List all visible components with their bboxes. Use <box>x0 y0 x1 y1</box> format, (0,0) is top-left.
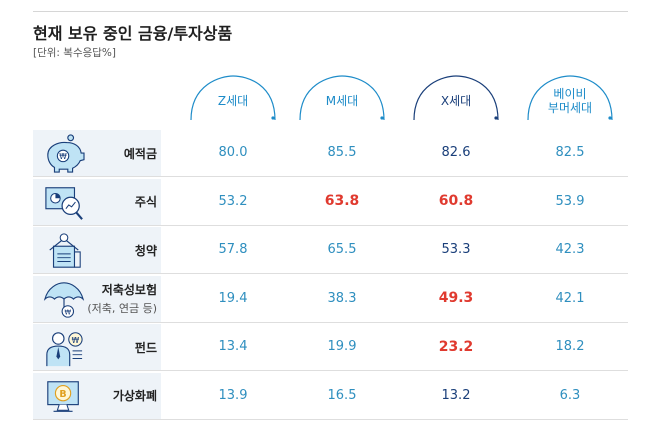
svg-text:₩: ₩ <box>59 152 67 161</box>
row-label: 저축성보험 (저축, 연금 등) <box>77 276 157 322</box>
column-header-label: X세대 <box>440 93 472 108</box>
row-divider <box>33 176 628 177</box>
product-name: 펀드 <box>134 340 157 355</box>
subscription-icon <box>49 233 81 268</box>
header-arc <box>413 75 499 121</box>
value-cell: 82.5 <box>555 145 585 160</box>
value-cell: 60.8 <box>438 193 474 209</box>
value-cell: 23.2 <box>438 338 474 355</box>
row-divider <box>33 321 628 323</box>
product-name: 주식 <box>134 195 157 209</box>
row-divider <box>33 273 628 274</box>
top-divider <box>33 11 628 12</box>
row-divider <box>33 224 628 226</box>
value-cell: 13.2 <box>441 387 471 403</box>
row-header-cell: ₩ 예적금 <box>33 130 161 176</box>
value-cell: 53.2 <box>218 193 248 209</box>
fund-manager-icon: ₩ <box>46 332 83 367</box>
page-title: 현재 보유 중인 금융/투자상품 <box>33 24 233 43</box>
column-header-label: 베이비 부머세대 <box>547 86 593 115</box>
row-header-cell: 청약 <box>33 227 161 273</box>
table-row: 주식 53.2 63.8 60.8 53.9 <box>33 178 628 226</box>
value-cell: 49.3 <box>438 290 474 306</box>
row-label: 펀드 <box>77 324 157 370</box>
table-row: ₩ 예적금 80.0 85.5 82.6 82.5 <box>33 129 628 177</box>
header-arc <box>190 75 276 121</box>
insurance-umbrella-icon: ₩ <box>43 281 85 318</box>
product-name: 저축성보험 <box>101 283 157 297</box>
table-row: ₩ 펀드 13.4 19.9 23.2 18.2 <box>33 323 628 371</box>
table-row: ₩ 저축성보험 (저축, 연금 등) 19.4 38.3 49.3 42.1 <box>33 275 628 323</box>
value-cell: 53.9 <box>555 193 585 209</box>
column-header-label: Z세대 <box>217 93 249 108</box>
value-cell: 85.5 <box>327 145 357 160</box>
row-label: 주식 <box>77 179 157 225</box>
column-header-m: M세대 <box>296 74 388 124</box>
stock-chart-icon <box>45 186 83 220</box>
column-header-z: Z세대 <box>187 74 279 124</box>
svg-text:B: B <box>59 389 66 400</box>
value-cell: 18.2 <box>555 339 585 354</box>
value-cell: 6.3 <box>559 387 581 403</box>
row-divider <box>33 370 628 371</box>
header-arc <box>299 75 385 121</box>
row-header-cell: ₩ 저축성보험 (저축, 연금 등) <box>33 275 161 322</box>
piggy-bank-icon: ₩ <box>47 134 85 173</box>
crypto-monitor-icon: B <box>47 380 79 412</box>
value-cell: 63.8 <box>324 193 360 209</box>
value-cell: 53.3 <box>441 242 471 257</box>
table-row: 청약 57.8 65.5 53.3 42.3 <box>33 226 628 274</box>
value-cell: 42.1 <box>555 290 585 306</box>
value-cell: 16.5 <box>327 387 357 403</box>
product-name: 가상화폐 <box>112 389 157 403</box>
value-cell: 13.9 <box>218 387 248 403</box>
product-note: (저축, 연금 등) <box>87 302 157 315</box>
row-divider <box>33 418 628 420</box>
value-cell: 57.8 <box>218 242 248 257</box>
unit-note: [단위: 복수응답%] <box>33 47 117 59</box>
value-cell: 82.6 <box>441 145 471 160</box>
value-cell: 19.9 <box>327 339 357 354</box>
column-header-label: M세대 <box>325 93 359 108</box>
row-header-cell: 주식 <box>33 178 161 225</box>
value-cell: 19.4 <box>218 290 248 306</box>
product-name: 청약 <box>134 243 157 258</box>
product-name: 예적금 <box>123 146 157 161</box>
svg-text:₩: ₩ <box>72 336 80 345</box>
header-arc <box>527 75 613 121</box>
value-cell: 38.3 <box>327 290 357 306</box>
row-header-cell: B 가상화폐 <box>33 372 161 419</box>
row-label: 예적금 <box>77 130 157 176</box>
row-label: 청약 <box>77 227 157 273</box>
table-row: B 가상화폐 13.9 16.5 13.2 6.3 <box>33 372 628 420</box>
column-header-x: X세대 <box>410 74 502 124</box>
value-cell: 42.3 <box>555 242 585 257</box>
row-header-cell: ₩ 펀드 <box>33 324 161 370</box>
value-cell: 80.0 <box>218 145 248 160</box>
value-cell: 65.5 <box>327 242 357 257</box>
value-cell: 13.4 <box>218 339 248 354</box>
column-header-boomer: 베이비 부머세대 <box>524 74 616 124</box>
svg-text:₩: ₩ <box>65 308 72 316</box>
row-label: 가상화폐 <box>77 373 157 419</box>
